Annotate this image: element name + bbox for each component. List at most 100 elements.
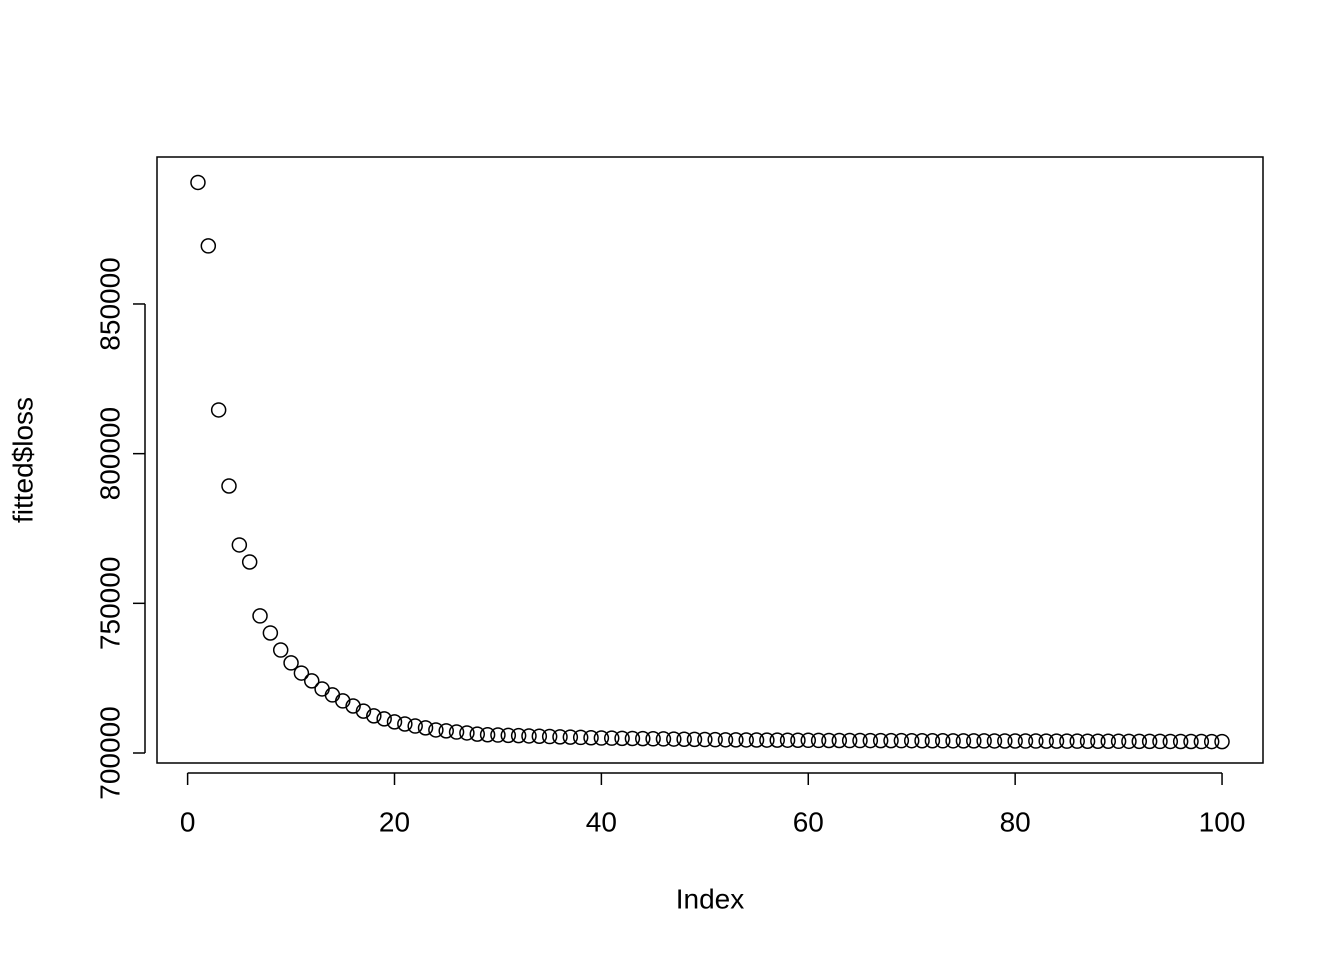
- y-tick-label: 700000: [94, 706, 125, 799]
- y-tick-label: 850000: [94, 257, 125, 350]
- point: [210, 402, 227, 418]
- point: [624, 730, 641, 747]
- point: [531, 728, 548, 744]
- point: [748, 732, 765, 748]
- point: [252, 608, 268, 624]
- point: [883, 732, 899, 749]
- point: [417, 720, 434, 736]
- point: [272, 642, 289, 658]
- point: [583, 729, 599, 746]
- point: [769, 732, 785, 748]
- point: [1183, 733, 1199, 750]
- point: [231, 537, 248, 553]
- point: [841, 732, 858, 749]
- point: [459, 725, 475, 741]
- x-tick-label: 40: [586, 806, 617, 837]
- point: [697, 731, 713, 748]
- point: [593, 730, 610, 746]
- point: [779, 732, 796, 748]
- point: [562, 729, 579, 745]
- point: [934, 733, 951, 749]
- point: [1141, 733, 1158, 750]
- point: [1121, 733, 1137, 750]
- point: [1193, 733, 1210, 750]
- point: [500, 727, 517, 744]
- point: [1162, 733, 1179, 750]
- point: [821, 732, 837, 749]
- point: [872, 732, 889, 749]
- point: [397, 716, 413, 732]
- point: [448, 724, 465, 740]
- point: [986, 733, 1003, 749]
- point: [490, 727, 506, 743]
- y-tick-label: 750000: [94, 557, 125, 650]
- point: [862, 732, 879, 749]
- point: [852, 732, 868, 749]
- point: [676, 731, 692, 747]
- point: [955, 733, 972, 749]
- point: [717, 732, 734, 748]
- point: [1131, 733, 1148, 750]
- point: [966, 733, 982, 749]
- point: [572, 729, 589, 746]
- point: [221, 478, 237, 494]
- point: [728, 732, 744, 748]
- point: [1048, 733, 1065, 749]
- point: [738, 732, 754, 748]
- point: [479, 726, 496, 743]
- point: [376, 711, 392, 727]
- point: [924, 733, 941, 749]
- point: [438, 723, 454, 739]
- point: [893, 732, 910, 749]
- y-axis-label: fitted$loss: [7, 397, 38, 523]
- point: [1017, 733, 1034, 749]
- point: [262, 625, 279, 641]
- x-tick-label: 20: [379, 806, 410, 837]
- point: [1110, 733, 1127, 750]
- point: [686, 731, 703, 748]
- point: [903, 732, 920, 749]
- point: [355, 703, 372, 719]
- point: [200, 238, 217, 254]
- point: [1028, 733, 1044, 749]
- point: [914, 732, 930, 749]
- point: [303, 673, 320, 689]
- plot-frame: [156, 156, 1264, 764]
- point: [1100, 733, 1117, 750]
- point: [945, 733, 961, 749]
- point: [655, 731, 672, 747]
- point: [1079, 733, 1096, 749]
- point: [1203, 733, 1220, 750]
- point: [1038, 733, 1054, 749]
- point: [241, 554, 258, 570]
- point: [645, 731, 661, 747]
- point: [521, 728, 537, 744]
- point: [1172, 733, 1189, 750]
- point: [1152, 733, 1168, 750]
- x-tick-label: 60: [793, 806, 824, 837]
- point: [314, 681, 330, 697]
- point: [1214, 733, 1230, 750]
- point: [407, 718, 423, 734]
- point: [335, 693, 351, 709]
- x-axis-label: Index: [676, 883, 745, 914]
- x-tick-label: 80: [1000, 806, 1031, 837]
- point: [976, 733, 992, 749]
- point: [541, 728, 558, 745]
- point: [800, 732, 817, 749]
- point: [707, 731, 723, 748]
- point: [386, 714, 403, 730]
- point: [345, 698, 361, 714]
- point: [810, 732, 827, 749]
- x-tick-label: 100: [1199, 806, 1246, 837]
- point: [510, 727, 527, 744]
- point: [1090, 733, 1106, 749]
- point: [635, 730, 651, 747]
- point: [324, 687, 341, 703]
- y-tick-label: 800000: [94, 407, 125, 500]
- point: [614, 730, 630, 747]
- point: [283, 655, 299, 671]
- point: [1069, 733, 1085, 749]
- point: [1059, 733, 1075, 749]
